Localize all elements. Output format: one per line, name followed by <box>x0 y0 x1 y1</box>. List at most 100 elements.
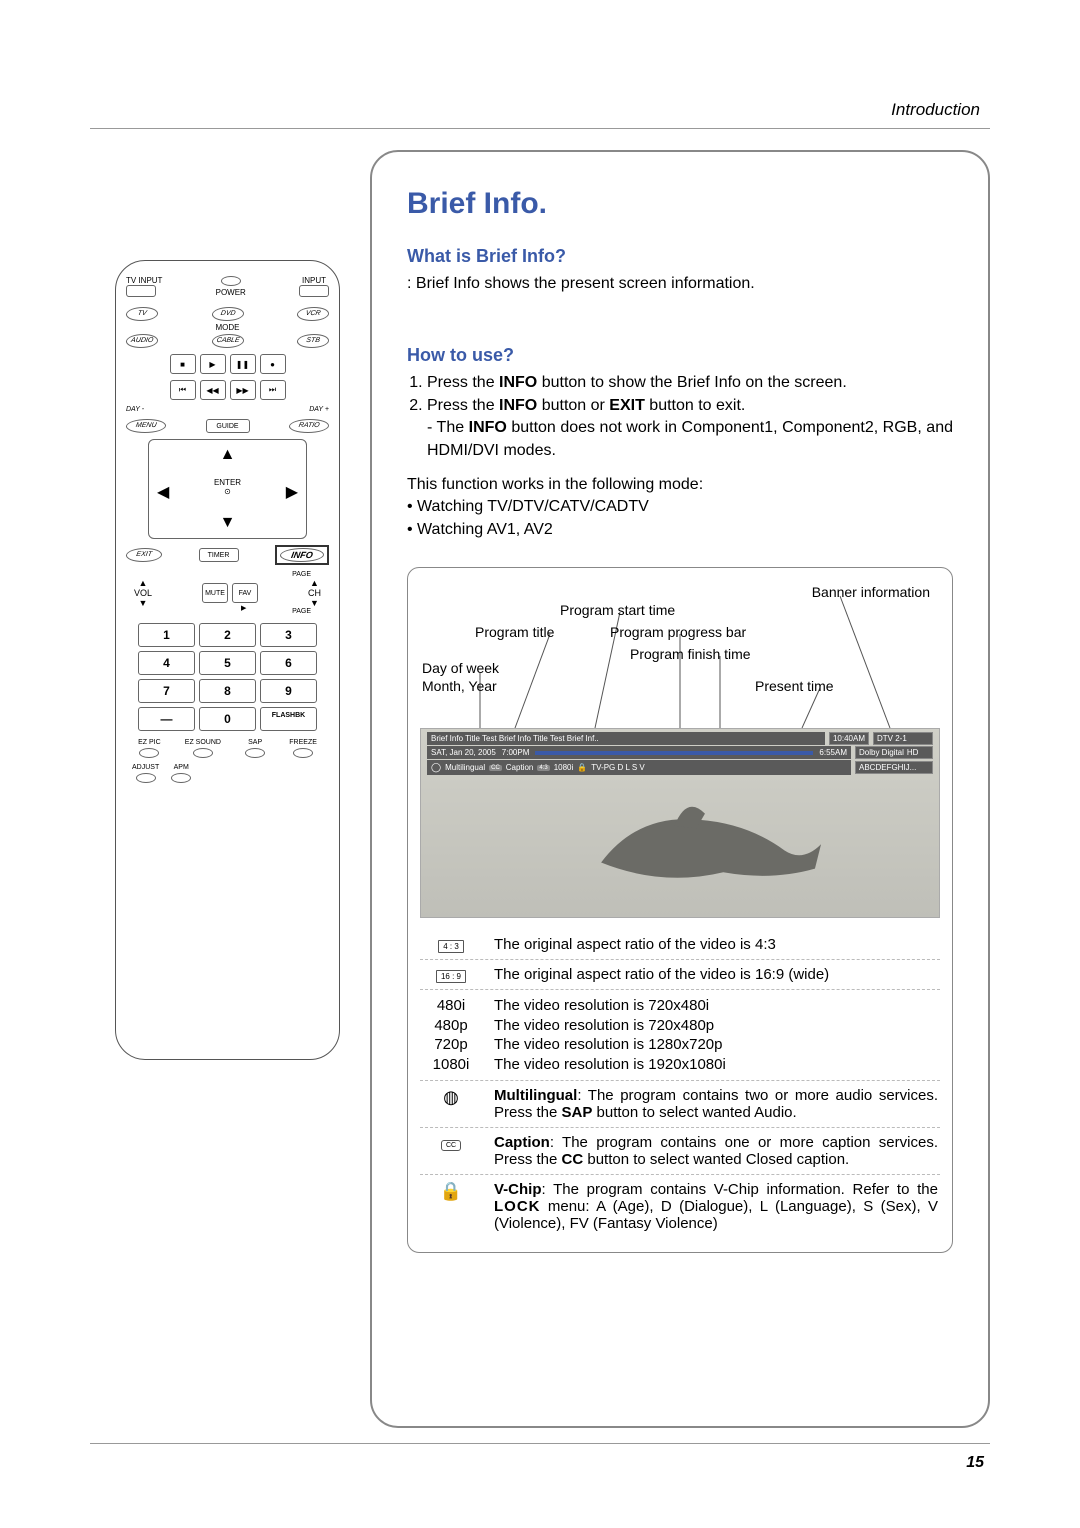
desc-16-9: The original aspect ratio of the video i… <box>494 966 938 983</box>
page-label2: PAGE <box>144 608 311 615</box>
page-label: PAGE <box>144 571 311 578</box>
step-1: Press the INFO button to show the Brief … <box>427 372 953 394</box>
next-button: ⏭ <box>260 380 286 400</box>
ezpic-label: EZ PIC <box>138 739 161 746</box>
table-row: 16 : 9 The original aspect ratio of the … <box>420 960 940 990</box>
remote-label: TV INPUT <box>126 276 162 285</box>
page-number: 15 <box>966 1454 984 1472</box>
timer-button: TIMER <box>199 548 239 562</box>
power-button <box>221 276 241 286</box>
banner-diagram: Banner information Program start time Pr… <box>407 567 953 1253</box>
lbl-title: Program title <box>475 624 554 640</box>
what-text: : Brief Info shows the present screen in… <box>407 273 953 295</box>
table-row: CC Caption: The program contains one or … <box>420 1128 940 1175</box>
prev-button: ⏮ <box>170 380 196 400</box>
banner-time: 10:40AM <box>829 732 869 745</box>
key-5: 5 <box>199 651 256 675</box>
fav-button: FAV▶ <box>232 583 258 603</box>
mute-button: MUTE <box>202 583 228 603</box>
step-2: Press the INFO button or EXIT button to … <box>427 395 953 417</box>
vol-label: VOL <box>134 588 152 598</box>
lbl-day: Day of week <box>422 660 499 676</box>
input-button <box>299 285 329 297</box>
ch-label: CH <box>308 588 321 598</box>
day-minus: DAY - <box>126 406 144 413</box>
enter-button: ENTER⊙ <box>149 478 306 496</box>
mode-dvd: DVD <box>210 307 244 321</box>
banner-audio: Dolby DigitalHD <box>855 746 933 759</box>
mode-list: This function works in the following mod… <box>407 474 953 541</box>
key-1: 1 <box>138 623 195 647</box>
multilingual-icon: ◍ <box>443 1087 459 1107</box>
banner-scroll: ABCDEFGHIJ... <box>855 761 933 774</box>
chip-16-9: 16 : 9 <box>436 970 466 983</box>
section-how: How to use? <box>407 345 953 366</box>
apm-button <box>171 773 191 783</box>
record-button: ● <box>260 354 286 374</box>
ff-button: ▶▶ <box>230 380 256 400</box>
rew-button: ◀◀ <box>200 380 226 400</box>
key-4: 4 <box>138 651 195 675</box>
key-0: 0 <box>199 707 256 731</box>
mode-caption: MODE <box>126 323 329 332</box>
key-3: 3 <box>260 623 317 647</box>
dpad: ▲ ▼ ◀ ▶ ENTER⊙ <box>148 439 307 539</box>
key-480i: 480i <box>422 996 480 1016</box>
ratio-button: RATIO <box>288 419 330 433</box>
freeze-label: FREEZE <box>289 739 317 746</box>
mode-item: • Watching AV1, AV2 <box>407 519 953 541</box>
key-2: 2 <box>199 623 256 647</box>
chip-4-3: 4 : 3 <box>438 940 464 953</box>
key-480p: 480p <box>422 1016 480 1036</box>
bottom-rule <box>90 1443 990 1444</box>
lbl-present: Present time <box>755 678 834 694</box>
table-row: ◍ Multilingual: The program contains two… <box>420 1081 940 1128</box>
apm-label: APM <box>174 764 189 771</box>
key-dash: — <box>138 707 195 731</box>
banner-channel: DTV 2-1 <box>873 732 933 745</box>
info-table: 4 : 3 The original aspect ratio of the v… <box>420 930 940 1238</box>
banner-title: Brief Info Title Test Brief Info Title T… <box>427 732 825 745</box>
remote-illustration: TV INPUT POWER INPUT TV DVD VCR MODE AUD… <box>115 260 340 1060</box>
banner-dateline: SAT, Jan 20, 2005 7:00PM 6:55AM <box>427 746 851 759</box>
remote-label: POWER <box>216 288 246 297</box>
table-row: 4 : 3 The original aspect ratio of the v… <box>420 930 940 960</box>
section-what: What is Brief Info? <box>407 246 953 267</box>
lock-icon: 🔒 <box>440 1181 462 1201</box>
mode-item: • Watching TV/DTV/CATV/CADTV <box>407 496 953 518</box>
key-6: 6 <box>260 651 317 675</box>
exit-button: EXIT <box>125 548 163 562</box>
desc-multilingual: Multilingual: The program contains two o… <box>494 1087 938 1121</box>
desc-1080i: The video resolution is 1920x1080i <box>494 1055 938 1075</box>
how-steps: Press the INFO button to show the Brief … <box>407 372 953 417</box>
adjust-label: ADJUST <box>132 764 159 771</box>
lbl-banner: Banner information <box>812 584 930 600</box>
tv-preview: Brief Info Title Test Brief Info Title T… <box>420 728 940 918</box>
desc-4-3: The original aspect ratio of the video i… <box>494 936 938 953</box>
day-plus: DAY + <box>309 406 329 413</box>
key-flashbk: FLASHBK <box>260 707 317 731</box>
ezpic-button <box>139 748 159 758</box>
info-note: - The INFO button does not work in Compo… <box>427 417 953 462</box>
freeze-button <box>293 748 313 758</box>
mode-stb: STB <box>296 334 330 348</box>
desc-720p: The video resolution is 1280x720p <box>494 1035 938 1055</box>
desc-480i: The video resolution is 720x480i <box>494 996 938 1016</box>
page-title: Brief Info. <box>407 187 953 221</box>
play-button: ▶ <box>200 354 226 374</box>
lbl-month: Month, Year <box>422 678 497 694</box>
mode-audio: AUDIO <box>125 334 159 348</box>
info-button-highlight: INFO <box>275 545 329 565</box>
menu-button: MENU <box>125 419 167 433</box>
dolphin-icon <box>556 777 867 899</box>
tv-input-button <box>126 285 156 297</box>
table-row: 🔒 V-Chip: The program contains V-Chip in… <box>420 1175 940 1238</box>
sap-label: SAP <box>248 739 262 746</box>
stop-button: ■ <box>170 354 196 374</box>
lbl-finish: Program finish time <box>630 646 751 662</box>
banner-flags: ◯Multilingual CCCaption 4:3 1080i 🔒TV-PG… <box>427 760 851 775</box>
remote-label: INPUT <box>299 276 329 285</box>
keypad: 1 2 3 4 5 6 7 8 9 — 0 FLASHBK <box>138 623 317 731</box>
mode-cable: CABLE <box>210 334 244 348</box>
sap-button <box>245 748 265 758</box>
